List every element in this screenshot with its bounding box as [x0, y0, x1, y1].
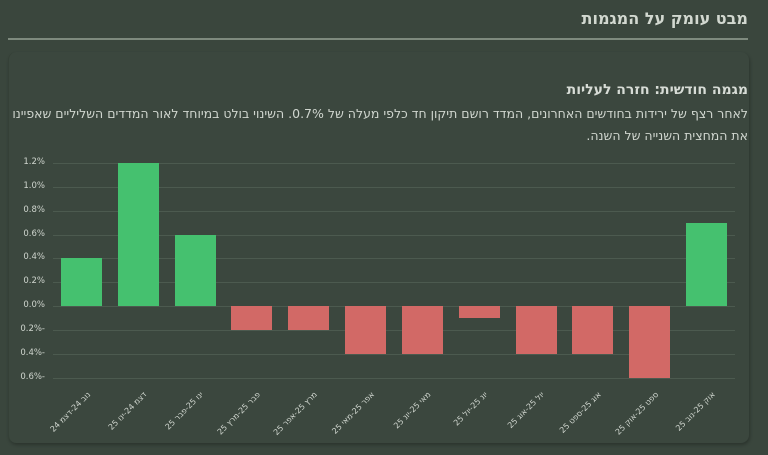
bar-11[interactable] — [629, 306, 671, 378]
gridline — [53, 210, 735, 212]
section-title: מגמה חודשית: חזרה לעליות — [566, 82, 748, 98]
bar-9[interactable] — [515, 306, 557, 354]
y-tick-label: 0.4%- — [20, 347, 45, 358]
y-tick-label: 0.2%- — [20, 323, 45, 334]
x-tick-label: מרץ 25-אפר 25 — [272, 389, 320, 437]
x-tick-label: דצמ 24-ינו 25 — [106, 389, 149, 432]
title-divider — [8, 38, 748, 40]
bar-10[interactable] — [572, 306, 614, 354]
bar-2[interactable] — [117, 163, 159, 306]
gridline — [53, 353, 735, 355]
gridline — [53, 329, 735, 331]
gridline — [53, 186, 735, 188]
x-tick-label: אפר 25-מאי 25 — [330, 389, 376, 436]
bar-6[interactable] — [345, 306, 387, 354]
y-tick-label: 0.8% — [23, 204, 45, 215]
y-tick-label: 0.6%- — [20, 371, 45, 382]
bar-7[interactable] — [401, 306, 443, 354]
y-tick-label: 1.0% — [23, 180, 45, 191]
x-tick-label: מאי 25-יונ 25 — [392, 389, 433, 430]
gridline — [53, 234, 735, 236]
gridline — [53, 282, 735, 284]
y-tick-label: 0.2% — [23, 276, 45, 287]
section-description: לאחר רצף של ירידות בחודשים האחרונים, המד… — [12, 106, 748, 143]
y-tick-label: 0.0% — [23, 300, 45, 310]
x-tick-label: נוב 24-דצמ 24 — [48, 389, 92, 434]
bar-4[interactable] — [231, 306, 273, 330]
bar-1[interactable] — [60, 258, 102, 306]
x-tick-label: יונ 25-יול 25 — [452, 389, 490, 428]
gridline — [53, 306, 735, 307]
x-tick-label: אוק 25-נוב 25 — [674, 389, 717, 433]
bar-8[interactable] — [458, 306, 500, 318]
gridline — [53, 258, 735, 260]
x-tick-label: אוג 25-ספט 25 — [558, 389, 604, 435]
gridline — [53, 163, 735, 164]
bar-chart: 1.2% 1.0% 0.8% 0.6% 0.4% 0.2% 0.0% 0.2%- 0.4%- 0.… — [0, 150, 768, 450]
bar-5[interactable] — [288, 306, 330, 330]
page-title: מבט עומק על המגמות — [581, 9, 748, 28]
y-tick-label: 1.2% — [23, 157, 45, 167]
bar-3[interactable] — [174, 234, 216, 306]
bar-12[interactable] — [686, 222, 728, 306]
gridline — [53, 377, 735, 379]
x-tick-label: ספט 25-אוק 25 — [613, 389, 661, 437]
x-tick-label: ינו 25-פבר 25 — [163, 389, 206, 431]
x-tick-label: יול 25-אוג 25 — [506, 389, 547, 430]
x-tick-label: פבר 25-מרץ 25 — [215, 389, 263, 437]
y-tick-label: 0.4% — [23, 252, 45, 263]
y-tick-label: 0.6% — [23, 228, 45, 239]
